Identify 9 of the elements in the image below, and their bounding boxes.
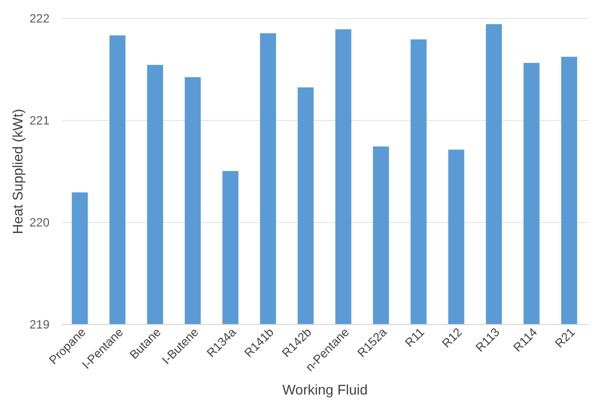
x-axis-title: Working Fluid <box>282 381 368 398</box>
y-tick-label: 219 <box>29 318 50 332</box>
x-tick-label: R12 <box>439 324 465 351</box>
x-tick-label: R21 <box>552 324 578 351</box>
y-tick-label: 222 <box>29 12 50 26</box>
x-tick-label: R11 <box>402 324 428 350</box>
y-tick-label: 221 <box>29 114 50 128</box>
y-tick-label: 220 <box>29 216 50 230</box>
y-axis-title: Heat Supplied (kWt) <box>9 108 26 234</box>
